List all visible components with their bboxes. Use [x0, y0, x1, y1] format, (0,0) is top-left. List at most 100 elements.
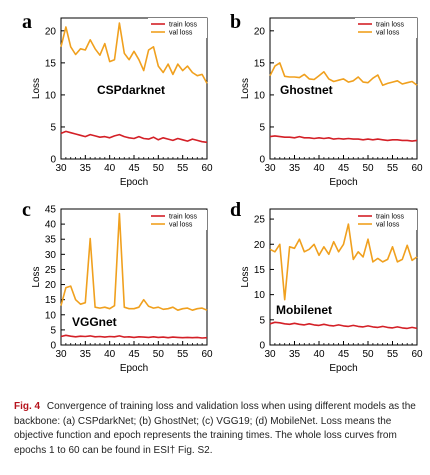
y-tick-label: 25 — [254, 215, 266, 226]
figure-charts: 30 35 40 45 50 55 60 0 5 10 15 20 Epoch Loss train los… — [22, 11, 423, 374]
x-tick-label: 40 — [104, 349, 116, 360]
y-tick-label: 30 — [45, 250, 57, 261]
x-tick-label: 45 — [128, 163, 140, 174]
y-tick-label: 25 — [45, 265, 57, 276]
legend-entry: val loss — [376, 30, 400, 37]
y-tick-label: 5 — [50, 122, 56, 133]
x-axis-label: Epoch — [329, 363, 357, 374]
x-tick-label: 50 — [153, 163, 165, 174]
series-line-train-loss — [60, 334, 208, 339]
x-tick-label: 30 — [55, 163, 67, 174]
y-axis-label: Loss — [240, 266, 251, 287]
x-tick-label: 30 — [264, 163, 276, 174]
y-tick-label: 20 — [45, 280, 57, 291]
legend-box — [148, 18, 207, 38]
y-tick-label: 10 — [254, 90, 266, 101]
y-tick-label: 5 — [259, 315, 265, 326]
y-axis-label: Loss — [240, 78, 251, 99]
y-tick-label: 15 — [45, 58, 57, 69]
y-tick-label: 5 — [259, 122, 265, 133]
model-name-label: CSPdarknet — [97, 83, 165, 97]
y-tick-label: 15 — [254, 265, 266, 276]
y-tick-label: 10 — [45, 310, 57, 321]
x-tick-label: 35 — [289, 163, 301, 174]
legend-box — [148, 210, 207, 230]
x-tick-label: 50 — [362, 163, 374, 174]
model-name-label: Mobilenet — [276, 303, 332, 317]
y-tick-label: 0 — [259, 155, 265, 166]
chart-panel-d: 30 35 40 45 50 55 60 0 5 10 15 20 25 Epoch Loss train l… — [230, 199, 423, 374]
legend-entry: val loss — [169, 30, 193, 37]
panel-letter: a — [22, 11, 32, 33]
y-tick-label: 10 — [254, 290, 266, 301]
y-tick-label: 35 — [45, 235, 57, 246]
panel-letter: b — [230, 11, 241, 33]
model-name-label: Ghostnet — [280, 83, 333, 97]
x-tick-label: 55 — [177, 163, 189, 174]
panel-letter: c — [22, 199, 31, 221]
x-tick-label: 55 — [177, 349, 189, 360]
x-tick-label: 55 — [387, 163, 399, 174]
x-tick-label: 40 — [313, 349, 325, 360]
x-tick-label: 30 — [55, 349, 67, 360]
x-tick-label: 35 — [289, 349, 301, 360]
series-line-train-loss — [269, 321, 418, 330]
panel-letter: d — [230, 199, 241, 221]
chart-panel-c: 30 35 40 45 50 55 60 0 5 10 15 20 25 30 35 40 45 Epoch Los… — [22, 199, 213, 374]
series-line-train-loss — [269, 135, 418, 142]
x-tick-label: 60 — [411, 163, 423, 174]
y-tick-label: 15 — [254, 58, 266, 69]
x-axis-label: Epoch — [120, 177, 148, 188]
x-tick-label: 60 — [201, 349, 213, 360]
legend-entry: train loss — [169, 22, 198, 29]
legend-entry: val loss — [376, 222, 400, 229]
y-tick-label: 5 — [50, 325, 56, 336]
x-tick-label: 35 — [80, 163, 92, 174]
x-tick-label: 50 — [153, 349, 165, 360]
figure-caption: Fig. 4 Convergence of training loss and … — [14, 400, 418, 458]
x-axis-label: Epoch — [120, 363, 148, 374]
x-tick-label: 45 — [338, 349, 350, 360]
series-line-train-loss — [60, 130, 208, 144]
chart-panel-b: 30 35 40 45 50 55 60 0 5 10 15 20 Epoch Loss train los… — [230, 11, 423, 188]
x-tick-label: 50 — [362, 349, 374, 360]
series-line-val-loss — [269, 62, 418, 87]
y-tick-label: 0 — [259, 341, 265, 352]
legend-entry: val loss — [169, 222, 193, 229]
x-tick-label: 40 — [104, 163, 116, 174]
x-tick-label: 30 — [264, 349, 276, 360]
chart-panel-a: 30 35 40 45 50 55 60 0 5 10 15 20 Epoch Loss train los… — [22, 11, 213, 188]
x-tick-label: 40 — [313, 163, 325, 174]
y-tick-label: 45 — [45, 205, 57, 216]
series-line-val-loss — [60, 212, 208, 312]
y-tick-label: 20 — [45, 26, 57, 37]
y-tick-label: 20 — [254, 240, 266, 251]
legend-entry: train loss — [376, 214, 405, 221]
legend-box — [355, 210, 417, 230]
x-tick-label: 45 — [128, 349, 140, 360]
y-tick-label: 40 — [45, 220, 57, 231]
legend-entry: train loss — [376, 22, 405, 29]
y-tick-label: 15 — [45, 295, 57, 306]
legend-entry: train loss — [169, 214, 198, 221]
y-tick-label: 20 — [254, 26, 266, 37]
caption-label: Fig. 4 — [14, 401, 41, 412]
model-name-label: VGGnet — [72, 315, 117, 329]
series-line-val-loss — [269, 223, 418, 301]
x-axis-label: Epoch — [329, 177, 357, 188]
legend-box — [355, 18, 417, 38]
series-line-val-loss — [60, 22, 208, 84]
y-axis-label: Loss — [31, 78, 42, 99]
x-tick-label: 45 — [338, 163, 350, 174]
y-axis-label: Loss — [31, 266, 42, 287]
x-tick-label: 60 — [411, 349, 423, 360]
y-tick-label: 0 — [50, 341, 56, 352]
x-tick-label: 60 — [201, 163, 213, 174]
y-tick-label: 0 — [50, 155, 56, 166]
caption-text: Convergence of training loss and validat… — [14, 401, 416, 456]
x-tick-label: 35 — [80, 349, 92, 360]
